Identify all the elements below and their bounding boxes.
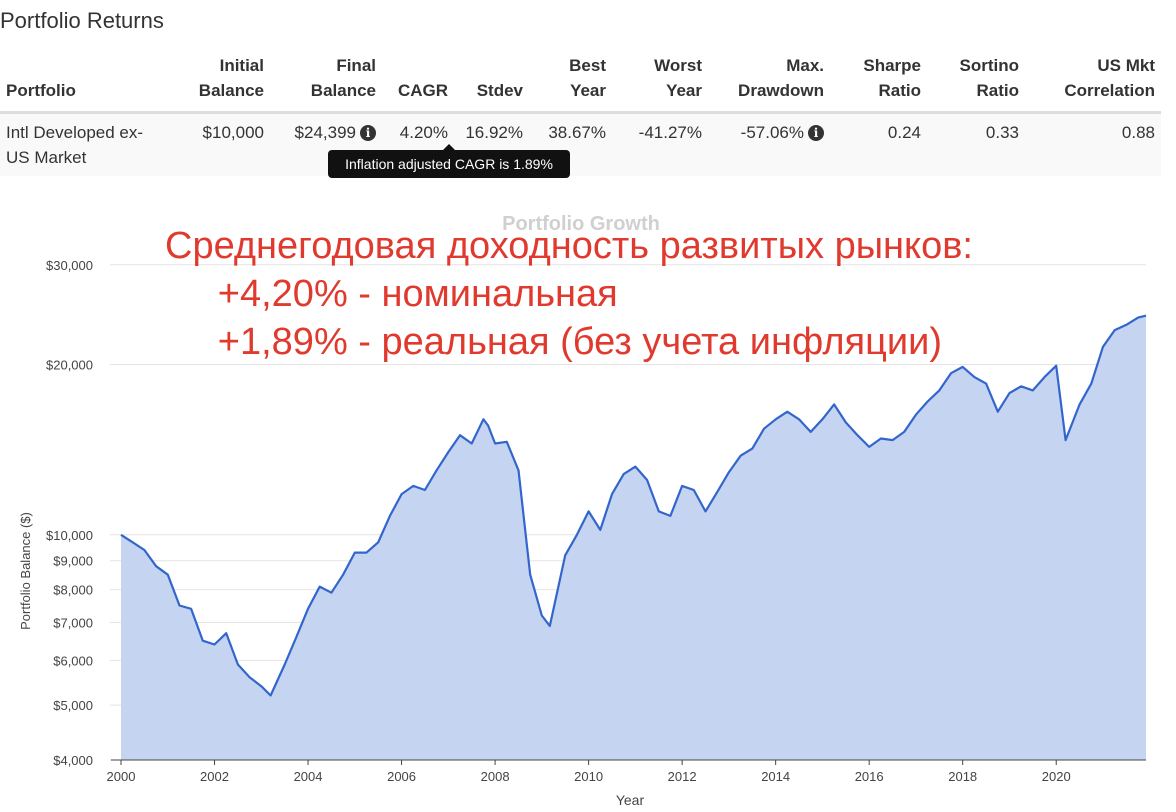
column-header[interactable]: US Mkt Correlation: [1025, 49, 1161, 114]
y-tick-label: $6,000: [53, 653, 93, 668]
column-header[interactable]: Portfolio: [0, 49, 155, 114]
y-tick-label: $20,000: [46, 357, 93, 372]
sharpe-ratio-cell: 0.24: [830, 112, 927, 176]
y-axis: $4,000 $5,000 $6,000 $7,000 $8,000 $9,000 $10,…: [46, 258, 93, 768]
max-drawdown-cell: -57.06% i: [708, 112, 830, 176]
x-tick-label: 2006: [387, 769, 416, 784]
cagr-value: 4.20%: [399, 123, 448, 142]
final-balance-value: $24,399: [294, 123, 356, 142]
column-header[interactable]: Final Balance: [270, 49, 382, 114]
y-axis-label: Portfolio Balance ($): [18, 512, 33, 630]
table-header-row: Portfolio Initial Balance Final Balance CAGR S…: [0, 49, 1161, 114]
us-mkt-correlation-cell: 0.88: [1025, 112, 1161, 176]
y-tick-label: $30,000: [46, 258, 93, 273]
max-drawdown-value: -57.06%: [740, 123, 804, 142]
sortino-ratio-cell: 0.33: [927, 112, 1025, 176]
column-header[interactable]: Best Year: [529, 49, 612, 114]
column-header[interactable]: Worst Year: [612, 49, 708, 114]
table-row: Intl Developed ex-US Market $10,000 $24,…: [0, 112, 1161, 176]
x-tick-label: 2012: [668, 769, 697, 784]
x-tick-label: 2000: [107, 769, 136, 784]
worst-year-cell: -41.27%: [612, 112, 708, 176]
annotation-line: +4,20% - номинальная: [165, 273, 618, 315]
x-tick-label: 2002: [200, 769, 229, 784]
final-balance-cell: $24,399 i: [270, 112, 382, 176]
x-tick-label: 2014: [761, 769, 790, 784]
growth-area: [121, 315, 1146, 760]
x-axis-label: Year: [616, 792, 645, 808]
info-icon[interactable]: i: [808, 125, 824, 141]
annotation-line: +1,89% - реальная (без учета инфляции): [165, 321, 942, 363]
x-axis: 2000 2002 2004 2006 2008 2010 2012 2014 2016 2018…: [107, 759, 1146, 784]
cagr-tooltip: Inflation adjusted CAGR is 1.89%: [328, 150, 570, 178]
tooltip-arrow: [443, 144, 455, 150]
growth-line: [120, 314, 1147, 697]
y-tick-label: $8,000: [53, 583, 93, 598]
portfolio-name-cell[interactable]: Intl Developed ex-US Market: [0, 112, 155, 176]
column-header[interactable]: Max. Drawdown: [708, 49, 830, 114]
column-header[interactable]: Stdev: [454, 49, 529, 114]
column-header[interactable]: Initial Balance: [155, 49, 270, 114]
annotation-text: Среднегодовая доходность развитых рынков…: [165, 222, 973, 366]
y-tick-label: $5,000: [53, 698, 93, 713]
column-header[interactable]: Sortino Ratio: [927, 49, 1025, 114]
y-tick-label: $4,000: [53, 753, 93, 768]
info-icon[interactable]: i: [360, 125, 376, 141]
portfolio-returns-table: Portfolio Initial Balance Final Balance CAGR S…: [0, 49, 1161, 176]
portfolio-growth-chart: 2000 2002 2004 2006 2008 2010 2012 2014 2016 2018…: [18, 213, 1147, 808]
chart-title: Portfolio Growth: [502, 213, 660, 235]
x-tick-label: 2010: [574, 769, 603, 784]
column-header[interactable]: CAGR: [382, 49, 454, 114]
column-header[interactable]: Sharpe Ratio: [830, 49, 927, 114]
x-tick-label: 2008: [481, 769, 510, 784]
x-tick-label: 2016: [855, 769, 884, 784]
x-tick-label: 2004: [294, 769, 323, 784]
y-tick-label: $9,000: [53, 554, 93, 569]
initial-balance-cell: $10,000: [155, 112, 270, 176]
y-tick-label: $7,000: [53, 615, 93, 630]
section-title: Portfolio Returns: [0, 8, 164, 33]
x-tick-label: 2020: [1042, 769, 1071, 784]
y-tick-label: $10,000: [46, 528, 93, 543]
annotation-line: Среднегодовая доходность развитых рынков…: [165, 225, 973, 267]
x-tick-label: 2018: [948, 769, 977, 784]
